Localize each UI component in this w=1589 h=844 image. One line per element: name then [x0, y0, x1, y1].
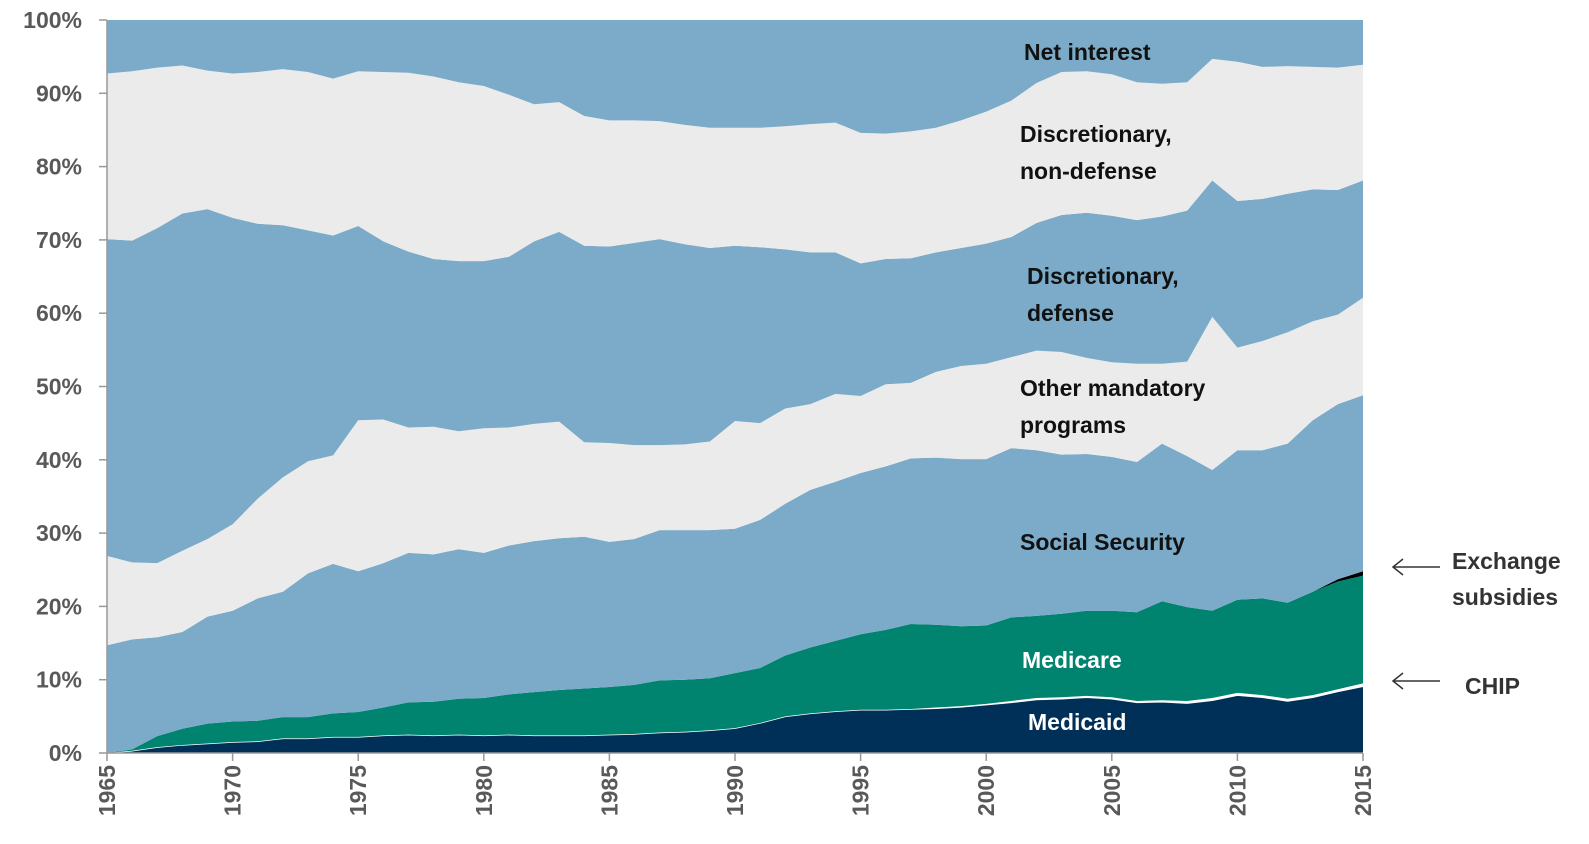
series-label: Medicare: [1022, 647, 1122, 673]
area: [106, 682, 1364, 754]
area: [107, 395, 1363, 753]
x-tick-label: 2015: [1350, 765, 1376, 816]
arrow-head: [1391, 672, 1404, 690]
x-tick-label: 1995: [848, 765, 874, 816]
series-label: Social Security: [1020, 529, 1185, 555]
x-tick-label: 1970: [220, 765, 246, 816]
x-tick-label: 1990: [722, 765, 748, 816]
x-tick-label: 1985: [596, 765, 622, 816]
y-tick-label: 80%: [36, 154, 82, 180]
series-label: Discretionary, non-defense: [1020, 121, 1172, 184]
series-label: CHIP: [1465, 673, 1520, 699]
x-tick-label: 1980: [471, 765, 497, 816]
y-tick-label: 100%: [23, 7, 82, 33]
y-tick-label: 0%: [49, 740, 82, 766]
x-tick-label: 2010: [1224, 765, 1250, 816]
area: [107, 180, 1363, 564]
y-tick-label: 40%: [36, 447, 82, 473]
area: [107, 686, 1363, 753]
x-tick-label: 2005: [1099, 765, 1125, 816]
area: [107, 58, 1363, 264]
y-tick-label: 10%: [36, 667, 82, 693]
x-tick-label: 1965: [94, 765, 120, 816]
x-tick-label: 2000: [973, 765, 999, 816]
area: [107, 20, 1363, 134]
series-label: Net interest: [1024, 39, 1151, 65]
area: [107, 575, 1363, 753]
area: [107, 297, 1363, 646]
y-tick-label: 60%: [36, 300, 82, 326]
y-tick-label: 20%: [36, 593, 82, 619]
y-tick-label: 50%: [36, 374, 82, 400]
series-label: Exchange subsidies: [1452, 548, 1561, 610]
x-tick-label: 1975: [345, 765, 371, 816]
y-tick-label: 90%: [36, 80, 82, 106]
series-label: Other mandatory programs: [1020, 375, 1206, 438]
y-tick-label: 30%: [36, 520, 82, 546]
series-label: Medicaid: [1028, 709, 1127, 735]
arrow-head: [1391, 558, 1404, 576]
series-label: Discretionary, defense: [1027, 263, 1179, 326]
y-tick-label: 70%: [36, 227, 82, 253]
areas: [106, 20, 1364, 754]
